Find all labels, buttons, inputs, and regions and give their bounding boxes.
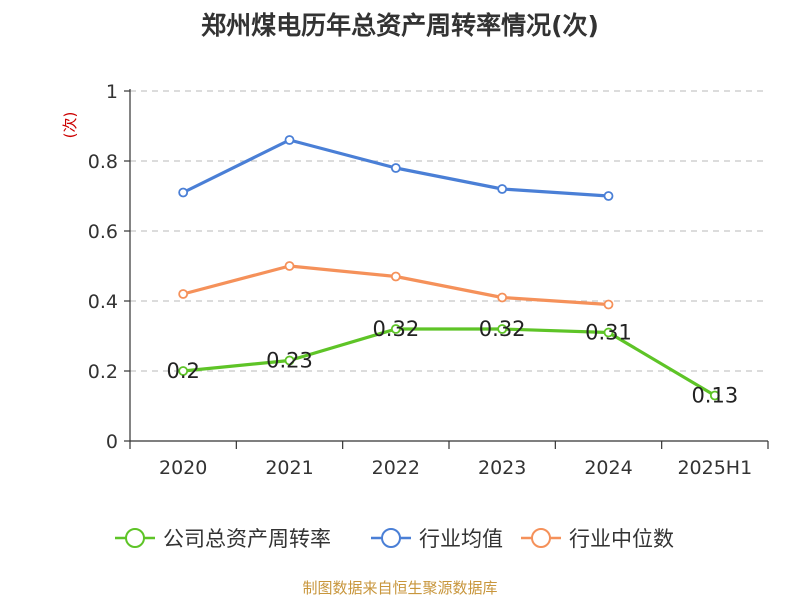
data-point [390, 163, 401, 173]
legend: 公司总资产周转率 行业均值 行业中位数 [115, 527, 674, 551]
data-point [178, 366, 189, 376]
data-point [284, 135, 295, 145]
x-tick-label: 2021 [265, 457, 313, 479]
legend-swatch-marker [531, 528, 551, 548]
data-point [178, 289, 189, 299]
y-tick-label: 0.8 [88, 151, 118, 173]
legend-label: 行业均值 [419, 527, 503, 551]
data-label: 0.2 [166, 359, 199, 383]
data-label: 0.32 [372, 317, 419, 341]
x-tick-label: 2023 [478, 457, 526, 479]
legend-item: 行业中位数 [521, 527, 674, 551]
legend-item: 公司总资产周转率 [115, 527, 331, 551]
data-label: 0.31 [585, 321, 632, 345]
data-point [178, 187, 189, 198]
data-point [497, 292, 508, 303]
data-point [709, 390, 720, 401]
data-point [497, 184, 508, 194]
legend-swatch-marker [125, 528, 145, 548]
x-tick-label: 2025H1 [677, 457, 752, 479]
data-label: 0.23 [266, 349, 313, 373]
y-tick-label: 0.6 [88, 221, 118, 243]
y-tick-label: 0.4 [88, 291, 118, 313]
chart-title: 郑州煤电历年总资产周转率情况(次) [201, 11, 599, 40]
data-label: 0.13 [691, 384, 738, 408]
legend-label: 行业中位数 [569, 527, 674, 551]
data-label: 0.32 [479, 317, 526, 341]
data-point [603, 299, 614, 310]
data-point [603, 191, 614, 201]
grid-layer [130, 90, 768, 372]
data-point [390, 324, 401, 334]
y-axis-label: (次) [61, 112, 79, 139]
label-layer: 0.2 0.23 0.32 0.32 0.31 0.13 [166, 317, 738, 408]
x-tick-label: 2020 [159, 457, 207, 479]
data-point [497, 324, 508, 334]
data-point [284, 261, 295, 271]
series-line [183, 327, 716, 397]
axis-layer: 0 0.2 0.4 0.6 0.8 1 2020 2021 2022 2023 2024 2025H1… [61, 81, 769, 479]
x-tick-label: 2024 [584, 457, 632, 479]
series-layer [178, 135, 720, 401]
y-tick-label: 0.2 [88, 361, 118, 383]
data-point [390, 271, 401, 282]
legend-item: 行业均值 [371, 527, 503, 551]
y-tick-label: 0 [106, 431, 118, 453]
x-tick-label: 2022 [372, 457, 420, 479]
legend-swatch-marker [381, 528, 401, 548]
legend-label: 公司总资产周转率 [163, 527, 331, 551]
source-note: 制图数据来自恒生聚源数据库 [302, 579, 498, 597]
data-point [603, 327, 614, 338]
data-point [284, 355, 295, 366]
y-tick-label: 1 [106, 81, 118, 103]
